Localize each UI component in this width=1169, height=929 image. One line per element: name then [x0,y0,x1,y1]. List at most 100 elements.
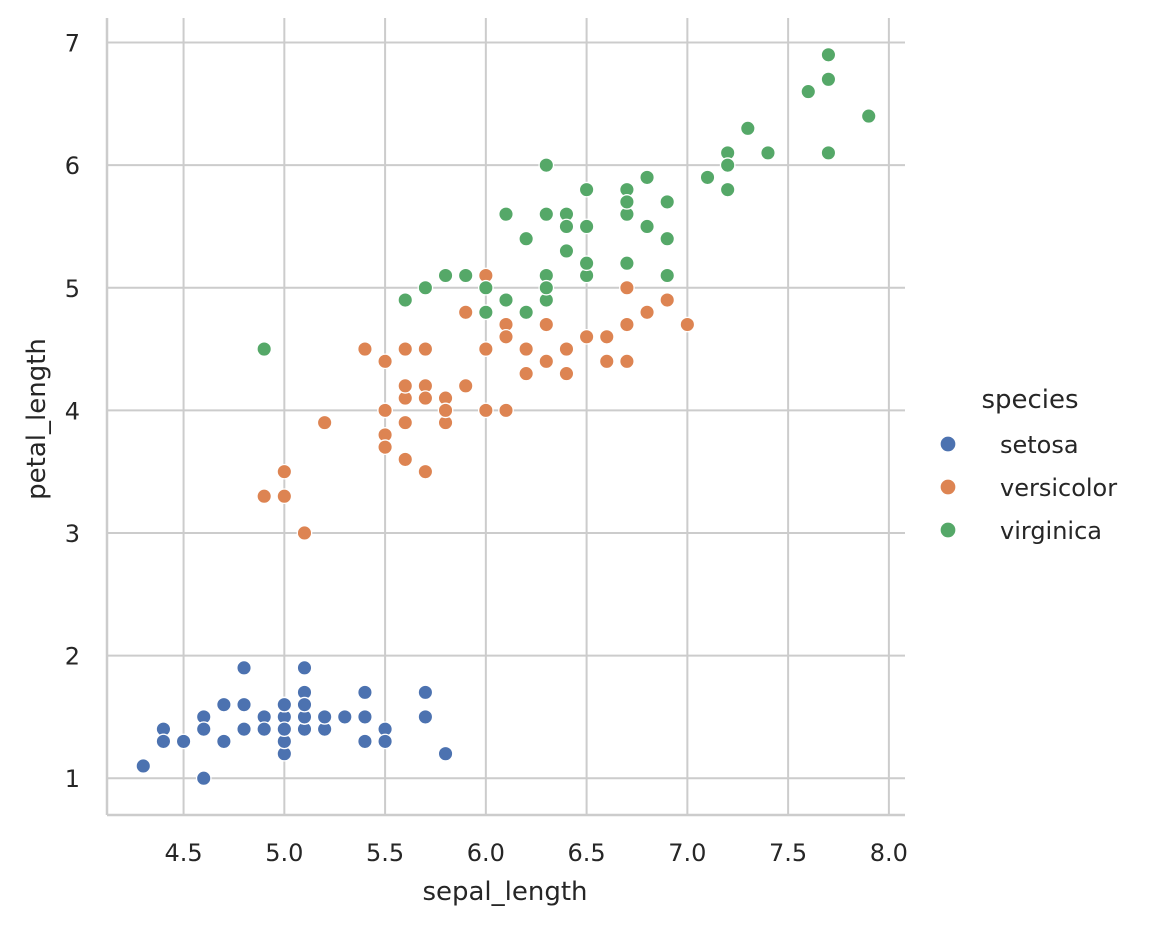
data-point-virginica [397,292,414,308]
legend-label-setosa: setosa [1000,431,1079,459]
data-point-versicolor [558,341,575,357]
data-point-virginica [719,181,736,198]
data-point-versicolor [417,341,434,357]
data-point-virginica [558,218,575,235]
data-point-versicolor [417,390,434,406]
y-tick-label: 4 [65,397,80,425]
data-point-versicolor [397,451,414,468]
data-point-virginica [619,255,635,272]
y-tick-label: 2 [65,643,80,671]
data-point-versicolor [316,414,333,431]
data-point-virginica [538,157,555,173]
data-point-versicolor [256,488,273,505]
data-point-virginica [518,304,535,321]
data-point-versicolor [639,304,655,321]
data-point-setosa [256,721,273,738]
data-point-setosa [276,721,293,738]
data-point-virginica [538,279,555,296]
data-point-versicolor [457,377,474,394]
x-tick-label: 8.0 [870,839,908,867]
data-point-setosa [316,709,333,725]
x-tick-label: 6.5 [568,839,606,867]
data-point-virginica [498,292,514,308]
x-tick-label: 7.5 [769,839,807,867]
data-point-versicolor [619,279,635,296]
y-tick-label: 5 [65,275,80,303]
data-point-versicolor [538,316,555,333]
y-tick-label: 7 [65,30,80,58]
y-tick-label: 3 [65,520,80,548]
legend-marker-virginica [939,521,957,539]
data-point-versicolor [417,463,434,480]
x-tick-label: 5.0 [265,839,303,867]
data-point-virginica [538,206,555,223]
data-point-virginica [256,341,273,357]
data-point-virginica [457,267,474,284]
data-point-setosa [437,745,454,762]
data-point-versicolor [538,353,555,370]
data-point-virginica [719,157,736,173]
x-tick-label: 7.0 [668,839,706,867]
legend-marker-setosa [939,435,957,453]
legend-label-virginica: virginica [1000,517,1102,545]
data-point-setosa [377,733,393,750]
data-point-versicolor [598,328,615,345]
data-point-virginica [558,243,575,259]
data-point-versicolor [558,365,575,382]
data-points [135,46,877,787]
data-point-versicolor [477,402,494,419]
y-tick-label: 6 [65,152,80,180]
legend-title: species [981,385,1078,415]
data-point-setosa [357,684,373,701]
data-point-versicolor [619,316,635,333]
y-axis-label: petal_length [22,338,52,500]
data-point-virginica [639,169,655,186]
data-point-versicolor [357,341,373,357]
legend-label-versicolor: versicolor [1000,474,1117,502]
data-point-versicolor [498,402,514,419]
x-tick-labels: 4.5 5.0 5.5 6.0 6.5 7.0 7.5 8.0 [164,839,907,867]
data-point-versicolor [598,353,615,370]
grid-lines [107,18,905,815]
data-point-virginica [699,169,716,186]
data-point-virginica [820,145,837,161]
data-point-setosa [276,696,293,713]
data-point-virginica [760,145,776,161]
data-point-virginica [477,279,494,296]
data-point-setosa [336,709,353,725]
data-point-setosa [417,709,434,725]
data-point-setosa [236,660,252,676]
data-point-setosa [296,696,313,713]
data-point-setosa [135,758,152,774]
data-point-setosa [417,684,434,701]
legend-marker-versicolor [939,478,957,496]
data-point-virginica [578,181,595,198]
data-point-versicolor [397,414,414,431]
data-point-virginica [659,194,676,210]
data-point-versicolor [276,488,293,505]
x-axis-label: sepal_length [422,877,587,907]
data-point-setosa [195,770,212,787]
data-point-virginica [518,230,535,247]
data-point-setosa [216,696,232,713]
data-point-virginica [639,218,655,235]
data-point-virginica [578,255,595,272]
data-point-versicolor [679,316,696,333]
data-point-virginica [800,83,817,100]
data-point-virginica [860,108,877,124]
data-point-versicolor [578,328,595,345]
data-point-versicolor [377,353,393,370]
data-point-virginica [417,279,434,296]
data-point-versicolor [437,402,454,419]
data-point-virginica [659,230,676,247]
data-point-virginica [820,46,837,63]
data-point-versicolor [498,328,514,345]
data-point-versicolor [518,365,535,382]
data-point-virginica [498,206,514,223]
data-point-virginica [820,71,837,88]
x-tick-label: 4.5 [164,839,202,867]
data-point-setosa [175,733,192,750]
legend: species setosa versicolor virginica [939,385,1117,545]
data-point-versicolor [397,377,414,394]
x-tick-label: 5.5 [366,839,404,867]
